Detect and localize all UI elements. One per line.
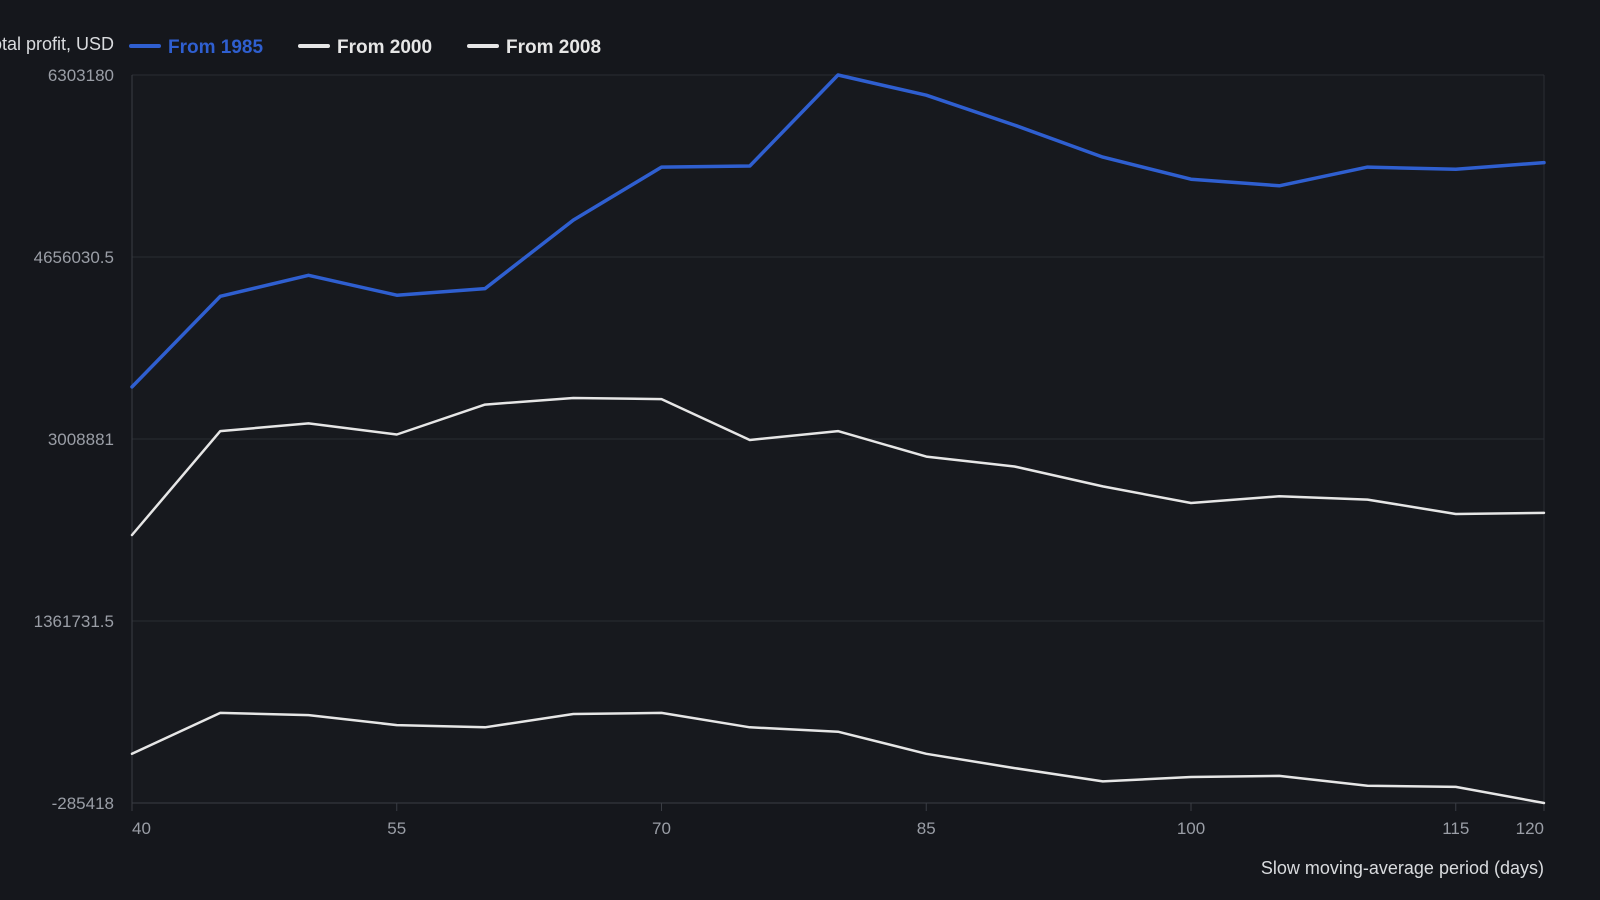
x-tick-label: 40 bbox=[132, 819, 151, 838]
series-line-from-2008 bbox=[130, 711, 1546, 805]
series-lines bbox=[130, 73, 1546, 805]
x-tick-label: 55 bbox=[387, 819, 406, 838]
y-tick-label: 1361731.5 bbox=[34, 612, 114, 631]
y-axis-title: Total profit, USD bbox=[0, 34, 114, 54]
x-tick-label: 100 bbox=[1177, 819, 1205, 838]
x-tick-label: 115 bbox=[1442, 819, 1469, 838]
series-line-from-1985 bbox=[130, 73, 1546, 389]
legend-label: From 2000 bbox=[337, 37, 432, 58]
y-tick-label: 4656030.5 bbox=[34, 248, 114, 267]
x-tick-label: 85 bbox=[917, 819, 936, 838]
series-line-from-2000 bbox=[130, 396, 1546, 537]
legend-item[interactable]: From 2000 bbox=[298, 37, 432, 58]
legend-label: From 1985 bbox=[168, 37, 263, 58]
y-tick-label: -285418 bbox=[52, 794, 114, 813]
legend-label: From 2008 bbox=[506, 37, 601, 58]
y-axis-ticks: 6303180 4656030.5 3008881 1361731.5 -285418 bbox=[34, 66, 114, 813]
legend: From 1985 From 2000 From 2008 bbox=[129, 37, 601, 58]
legend-item[interactable]: From 1985 bbox=[129, 37, 263, 58]
x-axis-title: Slow moving-average period (days) bbox=[1261, 858, 1544, 878]
x-tick-label: 70 bbox=[652, 819, 671, 838]
x-tick-label: 120 bbox=[1516, 819, 1544, 838]
y-tick-label: 3008881 bbox=[48, 430, 114, 449]
y-tick-label: 6303180 bbox=[48, 66, 114, 85]
legend-item[interactable]: From 2008 bbox=[467, 37, 601, 58]
x-axis-ticks: 40 55 70 85 100 115 120 bbox=[131, 803, 1545, 838]
